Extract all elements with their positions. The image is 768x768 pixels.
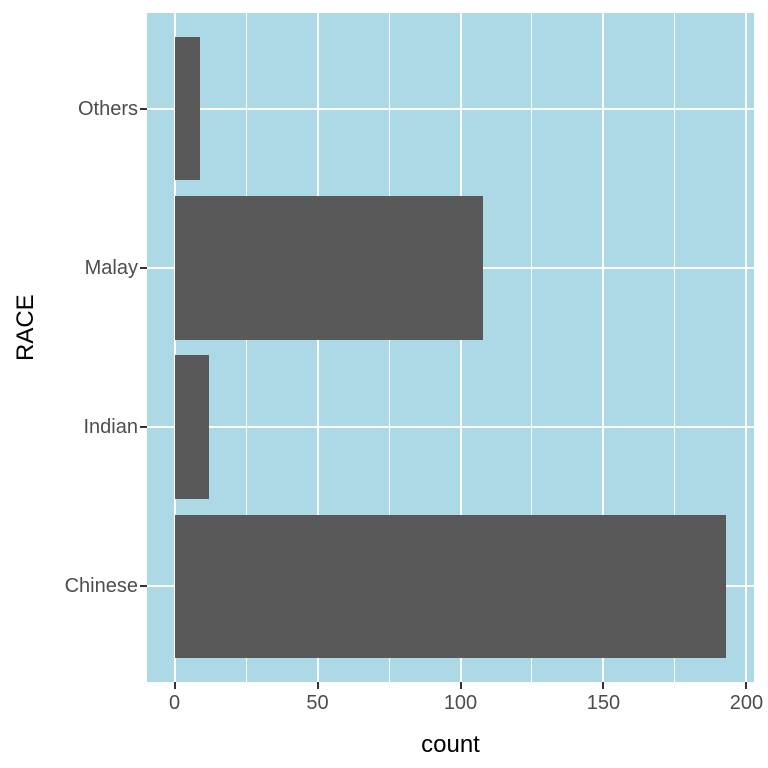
x-tick-mark [459,682,462,689]
x-tick-mark [745,682,748,689]
bar-malay [174,196,484,340]
gridline-x-major [459,13,462,682]
y-tick-label: Chinese [64,575,138,598]
x-tick-mark [602,682,605,689]
gridline-x-major [602,13,605,682]
plot-panel [147,13,754,682]
x-axis-title: count [421,731,480,758]
gridline-x-minor [531,13,533,682]
y-tick-mark [140,585,147,588]
x-tick-mark [173,682,176,689]
y-tick-label: Indian [83,416,139,439]
x-tick-label: 150 [586,692,621,714]
gridline-x-major [316,13,319,682]
y-tick-label: Others [77,97,138,120]
y-tick-label: Malay [84,256,138,279]
y-tick-mark [140,107,147,110]
gridline-y-major [147,426,754,429]
x-tick-label: 200 [729,692,764,714]
x-tick-label: 50 [306,692,329,714]
gridline-x-minor [245,13,247,682]
bar-indian [174,355,209,499]
gridline-x-minor [674,13,676,682]
y-tick-mark [140,426,147,429]
x-tick-label: 100 [443,692,478,714]
gridline-x-major [173,13,176,682]
bar-chinese [174,514,727,659]
gridline-x-minor [388,13,390,682]
x-tick-mark [316,682,319,689]
gridline-x-major [745,13,748,682]
gridline-y-major [147,107,754,110]
x-tick-label: 0 [169,692,181,714]
y-axis-title: RACE [12,294,39,361]
bar-others [174,36,201,181]
y-tick-mark [140,266,147,269]
